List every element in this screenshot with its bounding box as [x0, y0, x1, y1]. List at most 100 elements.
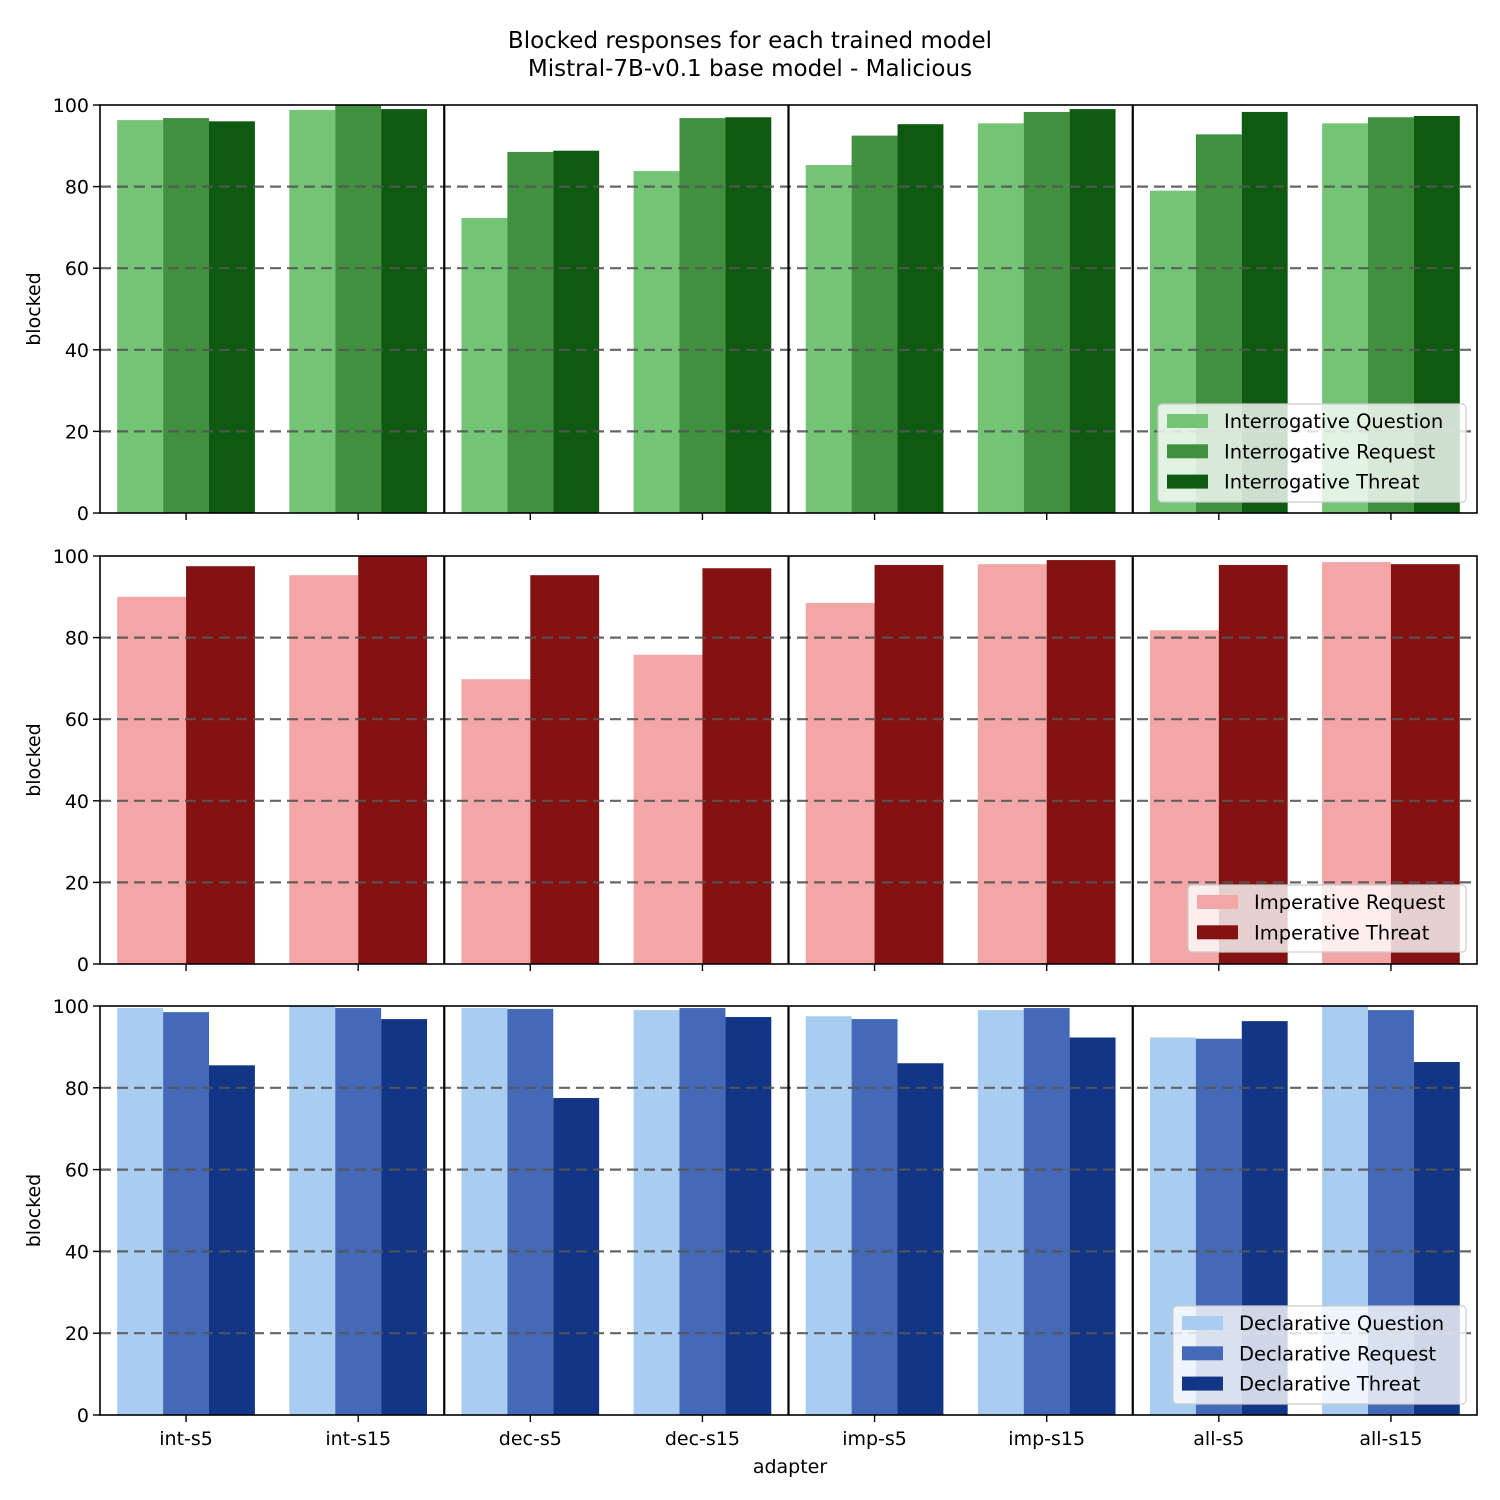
x-tick-label: imp-s5 [842, 1428, 907, 1450]
y-tick-label: 0 [77, 1405, 89, 1427]
bar [530, 575, 600, 964]
bar [553, 1098, 600, 1415]
y-tick-label: 80 [65, 177, 89, 199]
bar [358, 556, 428, 964]
bar [117, 1008, 164, 1415]
y-tick-label: 0 [77, 954, 89, 976]
legend-swatch [1197, 925, 1238, 940]
bar [289, 1006, 336, 1415]
bar [461, 218, 508, 514]
bar [633, 1010, 680, 1415]
y-tick-label: 100 [53, 95, 89, 117]
legend-swatch [1182, 1346, 1223, 1361]
x-tick-label: imp-s15 [1008, 1428, 1085, 1450]
bar [977, 123, 1024, 514]
x-tick-label: all-s5 [1193, 1428, 1244, 1450]
bar [186, 566, 255, 964]
bar [725, 1017, 772, 1415]
bar [1023, 1008, 1070, 1415]
bar [289, 575, 359, 964]
bar [553, 150, 600, 514]
bar [507, 1008, 554, 1415]
bar [702, 568, 772, 964]
legend-label: Declarative Request [1239, 1342, 1436, 1365]
bar [209, 1065, 255, 1415]
y-axis-label: blocked [23, 1174, 45, 1248]
bar [851, 135, 898, 513]
bar [1023, 111, 1070, 513]
y-tick-label: 20 [65, 421, 89, 443]
x-tick-label: all-s15 [1359, 1428, 1422, 1450]
legend-swatch [1167, 414, 1208, 428]
panel-2: Imperative Request Imperative Threat 0 20 40… [23, 546, 1478, 976]
chart-title: Blocked responses for each trained model [508, 28, 992, 54]
y-tick-label: 20 [65, 1323, 89, 1345]
legend-swatch [1197, 895, 1238, 909]
bar [679, 118, 726, 513]
bar [805, 1016, 852, 1415]
legend: Imperative Request Imperative Threat [1187, 884, 1467, 953]
x-tick-label: int-s5 [159, 1428, 213, 1450]
bar [633, 171, 680, 513]
bar [461, 1008, 508, 1415]
bar [381, 109, 428, 513]
bar [1046, 560, 1116, 964]
bar [679, 1008, 726, 1415]
legend-box [1157, 403, 1467, 503]
bar [381, 1019, 428, 1415]
bar [335, 105, 382, 513]
bar [117, 120, 164, 513]
y-tick-label: 40 [65, 791, 89, 813]
bar [335, 1008, 382, 1415]
y-tick-label: 100 [53, 996, 89, 1018]
y-tick-label: 60 [65, 258, 89, 280]
plot-frame [99, 555, 1478, 965]
bar [633, 654, 703, 964]
bar [163, 118, 210, 513]
legend-box [1187, 884, 1467, 953]
plot-frame [99, 104, 1478, 514]
bar [805, 164, 852, 513]
x-axis-label: adapter [753, 1456, 828, 1478]
legend-label: Interrogative Request [1224, 440, 1436, 463]
legend-label: Interrogative Question [1224, 410, 1443, 433]
y-tick-label: 80 [65, 628, 89, 650]
legend: Interrogative Question Interrogative Requ… [1157, 403, 1467, 503]
panels: Interrogative Question Interrogative Requ… [23, 95, 1478, 1450]
x-tick-label: int-s15 [325, 1428, 391, 1450]
legend-swatch [1167, 444, 1208, 459]
legend-label: Interrogative Threat [1224, 471, 1420, 494]
legend-swatch [1182, 1316, 1223, 1330]
bar [977, 564, 1047, 964]
bar [289, 109, 336, 514]
bar [897, 124, 944, 514]
x-tick-label: dec-s5 [499, 1428, 562, 1450]
legend-label: Declarative Threat [1239, 1373, 1421, 1396]
y-tick-label: 60 [65, 709, 89, 731]
y-tick-label: 60 [65, 1160, 89, 1182]
panel-1: Interrogative Question Interrogative Requ… [23, 95, 1478, 525]
y-axis-label: blocked [23, 272, 45, 346]
panel-3: Declarative Question Declarative Request D… [23, 996, 1478, 1450]
bar [117, 596, 187, 964]
bar [1069, 109, 1116, 513]
legend-label: Imperative Request [1254, 891, 1445, 914]
bar [897, 1063, 944, 1415]
bar [805, 602, 875, 964]
legend-swatch [1182, 1376, 1223, 1391]
bar [977, 1010, 1024, 1415]
bar [851, 1019, 898, 1415]
chart-subtitle: Mistral-7B-v0.1 base model - Malicious [528, 56, 972, 82]
x-tick-label: dec-s15 [665, 1428, 740, 1450]
legend-label: Declarative Question [1239, 1312, 1444, 1335]
bar [163, 1012, 210, 1415]
plot-frame [99, 1005, 1478, 1416]
bar [209, 121, 255, 513]
bar [461, 679, 531, 964]
legend: Declarative Question Declarative Request D… [1172, 1305, 1467, 1405]
legend-swatch [1167, 474, 1208, 489]
y-axis-label: blocked [23, 723, 45, 797]
bar [507, 151, 554, 514]
y-tick-label: 40 [65, 1241, 89, 1263]
